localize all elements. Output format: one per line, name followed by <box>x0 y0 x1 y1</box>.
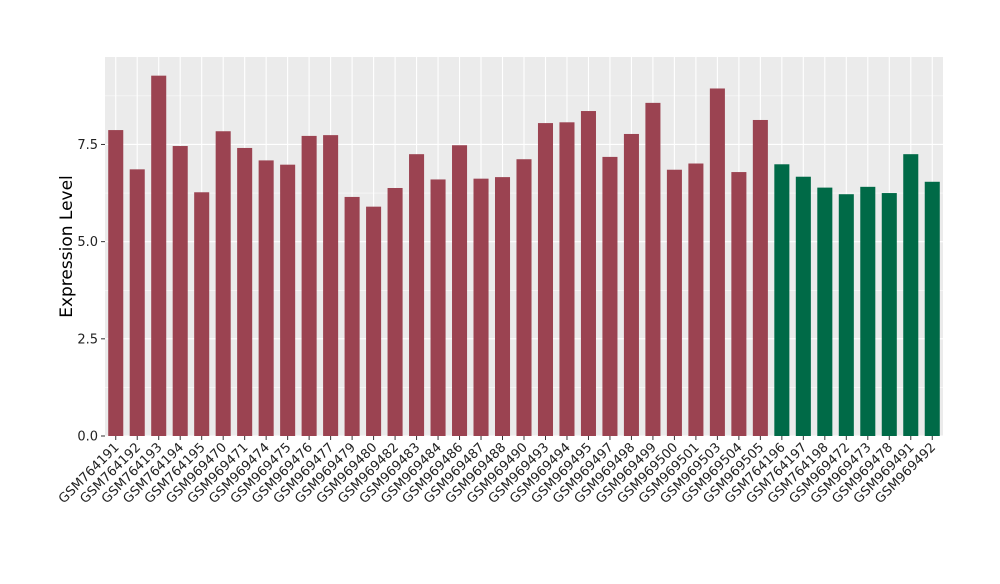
bar-GSM969472 <box>838 194 854 436</box>
bar-GSM969490 <box>516 159 532 436</box>
bar-GSM764195 <box>194 192 210 436</box>
y-axis: 0.0 2.5 5.0 7.5 <box>77 138 105 445</box>
bar-GSM969497 <box>602 156 618 436</box>
bar-GSM764194 <box>172 146 188 436</box>
bar-GSM969475 <box>280 164 296 436</box>
bar-GSM969494 <box>559 122 575 436</box>
bar-GSM969499 <box>645 102 661 437</box>
bar-GSM969484 <box>430 179 446 436</box>
bar-GSM969486 <box>452 145 468 437</box>
bar-GSM969492 <box>924 181 940 436</box>
bar-GSM969473 <box>860 186 876 436</box>
bar-GSM969477 <box>323 135 339 436</box>
bar-GSM969488 <box>494 177 511 437</box>
bar-GSM969487 <box>473 178 489 437</box>
bar-GSM969500 <box>666 169 682 436</box>
bar-GSM969495 <box>580 111 596 436</box>
bar-GSM969504 <box>731 172 747 436</box>
bar-GSM764191 <box>108 130 124 436</box>
bar-GSM969501 <box>688 163 704 436</box>
bar-GSM969471 <box>237 147 253 436</box>
bar-GSM969503 <box>709 88 725 437</box>
y-axis-label: Expression Level <box>57 175 77 318</box>
bar-GSM969505 <box>752 119 768 437</box>
bar-GSM969479 <box>344 196 360 436</box>
y-tick-label: 7.5 <box>77 138 98 153</box>
bar-GSM969498 <box>623 133 639 436</box>
bar-GSM969474 <box>258 160 274 436</box>
y-tick-label: 2.5 <box>77 332 98 347</box>
bar-GSM969491 <box>903 154 919 436</box>
bar-GSM764193 <box>151 75 167 437</box>
bar-GSM969480 <box>366 206 382 436</box>
bar-GSM969476 <box>301 135 317 437</box>
bar-GSM764197 <box>795 176 811 436</box>
bar-GSM969493 <box>537 123 554 436</box>
y-tick-label: 5.0 <box>77 235 98 250</box>
bar-GSM969478 <box>881 193 897 436</box>
bar-GSM969470 <box>215 131 231 437</box>
x-axis: GSM764191GSM764192GSM764193GSM764194GSM7… <box>56 436 939 507</box>
bar-GSM969483 <box>409 154 425 436</box>
bar-GSM764192 <box>129 169 145 437</box>
bar-GSM764198 <box>817 187 833 436</box>
bars <box>108 75 940 437</box>
bar-GSM764196 <box>774 164 790 437</box>
bar-GSM969482 <box>387 187 403 436</box>
y-tick-label: 0.0 <box>77 430 98 445</box>
